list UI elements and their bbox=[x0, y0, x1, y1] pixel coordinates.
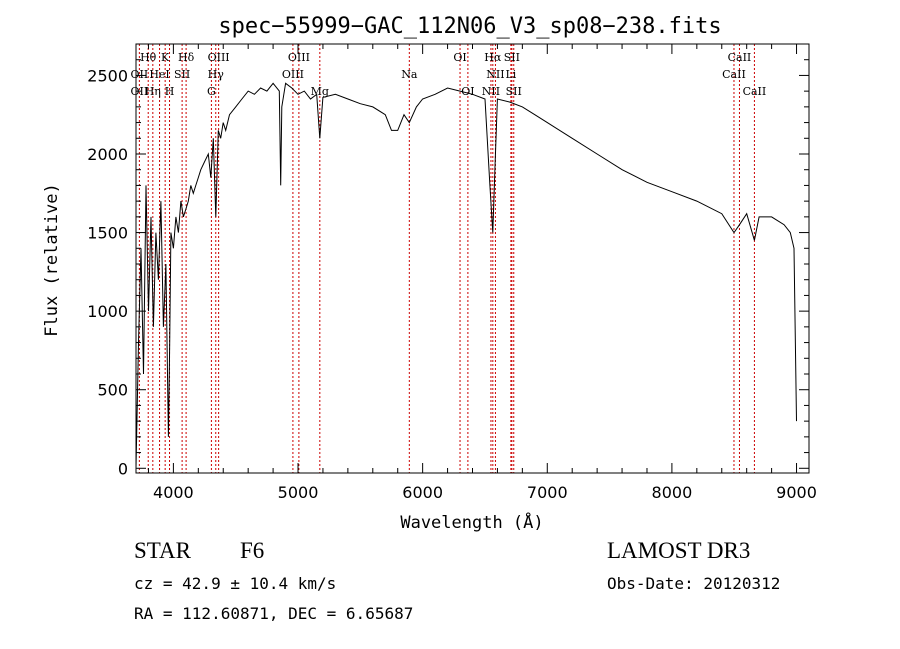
line-label: K bbox=[161, 51, 170, 64]
x-tick-label: 7000 bbox=[527, 483, 568, 502]
line-label: OIII bbox=[282, 68, 304, 81]
line-label: OI bbox=[453, 51, 466, 64]
line-label: SII bbox=[504, 51, 520, 64]
y-tick-label: 500 bbox=[97, 381, 128, 400]
object-class: STAR bbox=[134, 538, 191, 563]
line-label: H bbox=[165, 85, 175, 98]
object-subclass: F6 bbox=[240, 538, 265, 563]
y-tick-label: 0 bbox=[118, 459, 128, 478]
line-label: Na bbox=[401, 68, 418, 81]
line-label: G bbox=[207, 85, 216, 98]
x-tick-label: 9000 bbox=[776, 483, 817, 502]
x-tick-label: 4000 bbox=[153, 483, 194, 502]
spectrum-line bbox=[135, 82, 797, 469]
plot-frame bbox=[135, 43, 810, 474]
line-label: CaII bbox=[743, 85, 767, 98]
y-tick-label: 1000 bbox=[87, 302, 128, 321]
x-axis: 4000 5000 6000 7000 8000 9000 bbox=[147, 44, 817, 502]
x-tick-label: 6000 bbox=[402, 483, 443, 502]
spectrum-chart: spec−55999−GAC_112N06_V3_sp08−238.fits H… bbox=[42, 14, 817, 533]
line-label: HeI bbox=[149, 68, 169, 81]
line-label: SII bbox=[174, 68, 190, 81]
line-markers bbox=[138, 44, 755, 473]
line-label: NII bbox=[482, 85, 500, 98]
coordinates: RA = 112.60871, DEC = 6.65687 bbox=[134, 604, 414, 623]
line-label: OII bbox=[131, 68, 149, 81]
line-label: Hδ bbox=[178, 51, 195, 64]
line-label: OIII bbox=[208, 51, 230, 64]
x-tick-label: 8000 bbox=[652, 483, 693, 502]
y-axis-label: Flux (relative) bbox=[42, 183, 62, 337]
y-axis: 0 500 1000 1500 2000 2500 bbox=[87, 59, 809, 478]
line-label: CaII bbox=[722, 68, 746, 81]
line-label: SII bbox=[506, 85, 522, 98]
y-tick-label: 2000 bbox=[87, 145, 128, 164]
line-label: OIII bbox=[288, 51, 310, 64]
line-label: Mg bbox=[311, 85, 329, 98]
line-label: Hθ bbox=[140, 51, 157, 64]
y-tick-label: 1500 bbox=[87, 224, 128, 243]
line-label: Hγ bbox=[208, 68, 225, 81]
line-label: CaII bbox=[728, 51, 752, 64]
x-tick-label: 5000 bbox=[278, 483, 319, 502]
line-label: NII bbox=[486, 68, 504, 81]
redshift-velocity: cz = 42.9 ± 10.4 km/s bbox=[134, 574, 337, 593]
chart-title: spec−55999−GAC_112N06_V3_sp08−238.fits bbox=[218, 14, 721, 39]
x-axis-label: Wavelength (Å) bbox=[400, 511, 543, 533]
y-tick-label: 2500 bbox=[87, 66, 128, 85]
line-label: OI bbox=[461, 85, 474, 98]
line-label: Hη bbox=[145, 85, 161, 98]
observation-date: Obs-Date: 20120312 bbox=[607, 574, 781, 593]
line-label: Li bbox=[505, 68, 516, 81]
survey-name: LAMOST DR3 bbox=[607, 538, 751, 563]
line-label: Hα bbox=[484, 51, 502, 64]
